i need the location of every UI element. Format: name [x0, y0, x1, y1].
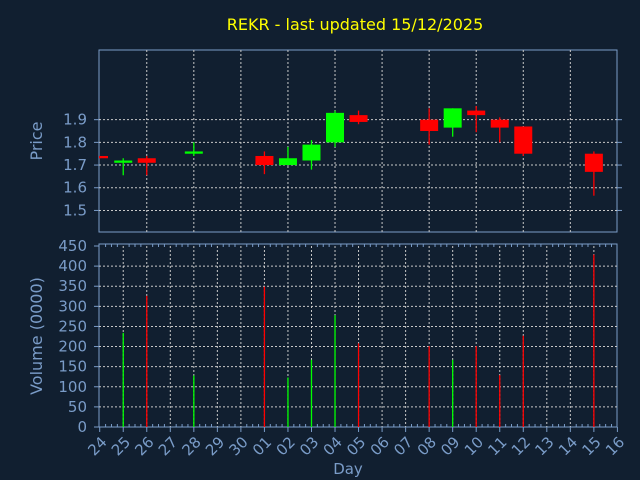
candle-10 [467, 106, 486, 133]
candle-body [420, 119, 439, 132]
candle-body [255, 155, 274, 166]
volume-tick-label: 350 [58, 277, 87, 295]
x-tick-label: 02 [273, 433, 299, 459]
price-panel-frame [98, 49, 618, 233]
x-tick-label: 03 [296, 433, 322, 459]
candle-body [137, 158, 156, 163]
candle-01 [255, 151, 274, 175]
x-tick-label: 24 [84, 433, 110, 459]
x-tick-label: 12 [508, 433, 534, 459]
candle-04 [326, 110, 345, 147]
volume-axis-label: Volume (0000) [27, 277, 46, 395]
x-tick-label: 05 [343, 433, 369, 459]
candle-02 [278, 146, 297, 166]
volume-tick-label: 450 [58, 237, 87, 255]
candle-body [302, 144, 321, 161]
price-tick-label: 1.6 [63, 179, 87, 197]
x-tick-label: 06 [367, 433, 393, 459]
price-tick-label: 1.8 [63, 133, 87, 151]
volume-tick-label: 300 [58, 297, 87, 315]
price-axis-label: Price [27, 121, 46, 160]
x-tick-label: 25 [108, 433, 134, 459]
candle-body [326, 112, 345, 143]
candle-body [584, 153, 603, 172]
x-tick-label: 01 [249, 433, 275, 459]
candle-body [467, 110, 486, 116]
x-tick-label: 07 [390, 433, 416, 459]
candle-body [490, 119, 509, 128]
x-tick-label: 26 [131, 433, 157, 459]
candle-body [184, 151, 203, 154]
x-tick-label: 30 [225, 433, 251, 459]
x-tick-label: 14 [555, 433, 581, 459]
candle-body [278, 158, 297, 166]
x-tick-label: 27 [155, 433, 181, 459]
volume-tick-label: 200 [58, 338, 87, 356]
volume-tick-label: 150 [58, 358, 87, 376]
x-axis-label: Day [333, 460, 363, 478]
volume-tick-label: 400 [58, 257, 87, 275]
x-tick-label: 28 [178, 433, 204, 459]
candle-09 [443, 108, 462, 137]
x-tick-label: 10 [461, 433, 487, 459]
candle-body [349, 115, 368, 122]
x-tick-label: 13 [531, 433, 557, 459]
candle-11 [490, 117, 509, 143]
candle-24 [99, 155, 108, 159]
x-tick-label: 08 [414, 433, 440, 459]
candle-15 [584, 151, 603, 196]
candle-25 [114, 158, 133, 176]
candle-body [443, 108, 462, 128]
candle-08 [420, 108, 439, 145]
price-tick-label: 1.7 [63, 156, 87, 174]
candle-body [99, 155, 108, 159]
volume-tick-label: 250 [58, 317, 87, 335]
candle-05 [349, 110, 368, 125]
x-tick-label: 15 [578, 433, 604, 459]
candle-26 [137, 155, 156, 176]
volume-tick-label: 0 [77, 418, 87, 436]
volume-tick-label: 50 [68, 398, 87, 416]
price-tick-label: 1.5 [63, 201, 87, 219]
x-tick-label: 16 [602, 433, 628, 459]
x-tick-label: 09 [437, 433, 463, 459]
x-tick-label: 29 [202, 433, 228, 459]
candle-body [514, 126, 533, 154]
x-tick-label: 04 [320, 433, 346, 459]
price-tick-label: 1.9 [63, 111, 87, 129]
x-tick-label: 11 [484, 433, 510, 459]
volume-tick-label: 100 [58, 378, 87, 396]
candle-28 [184, 142, 203, 156]
candle-03 [302, 140, 321, 170]
chart-title: REKR - last updated 15/12/2025 [227, 15, 484, 34]
candle-body [114, 160, 133, 163]
candle-12 [514, 126, 533, 156]
